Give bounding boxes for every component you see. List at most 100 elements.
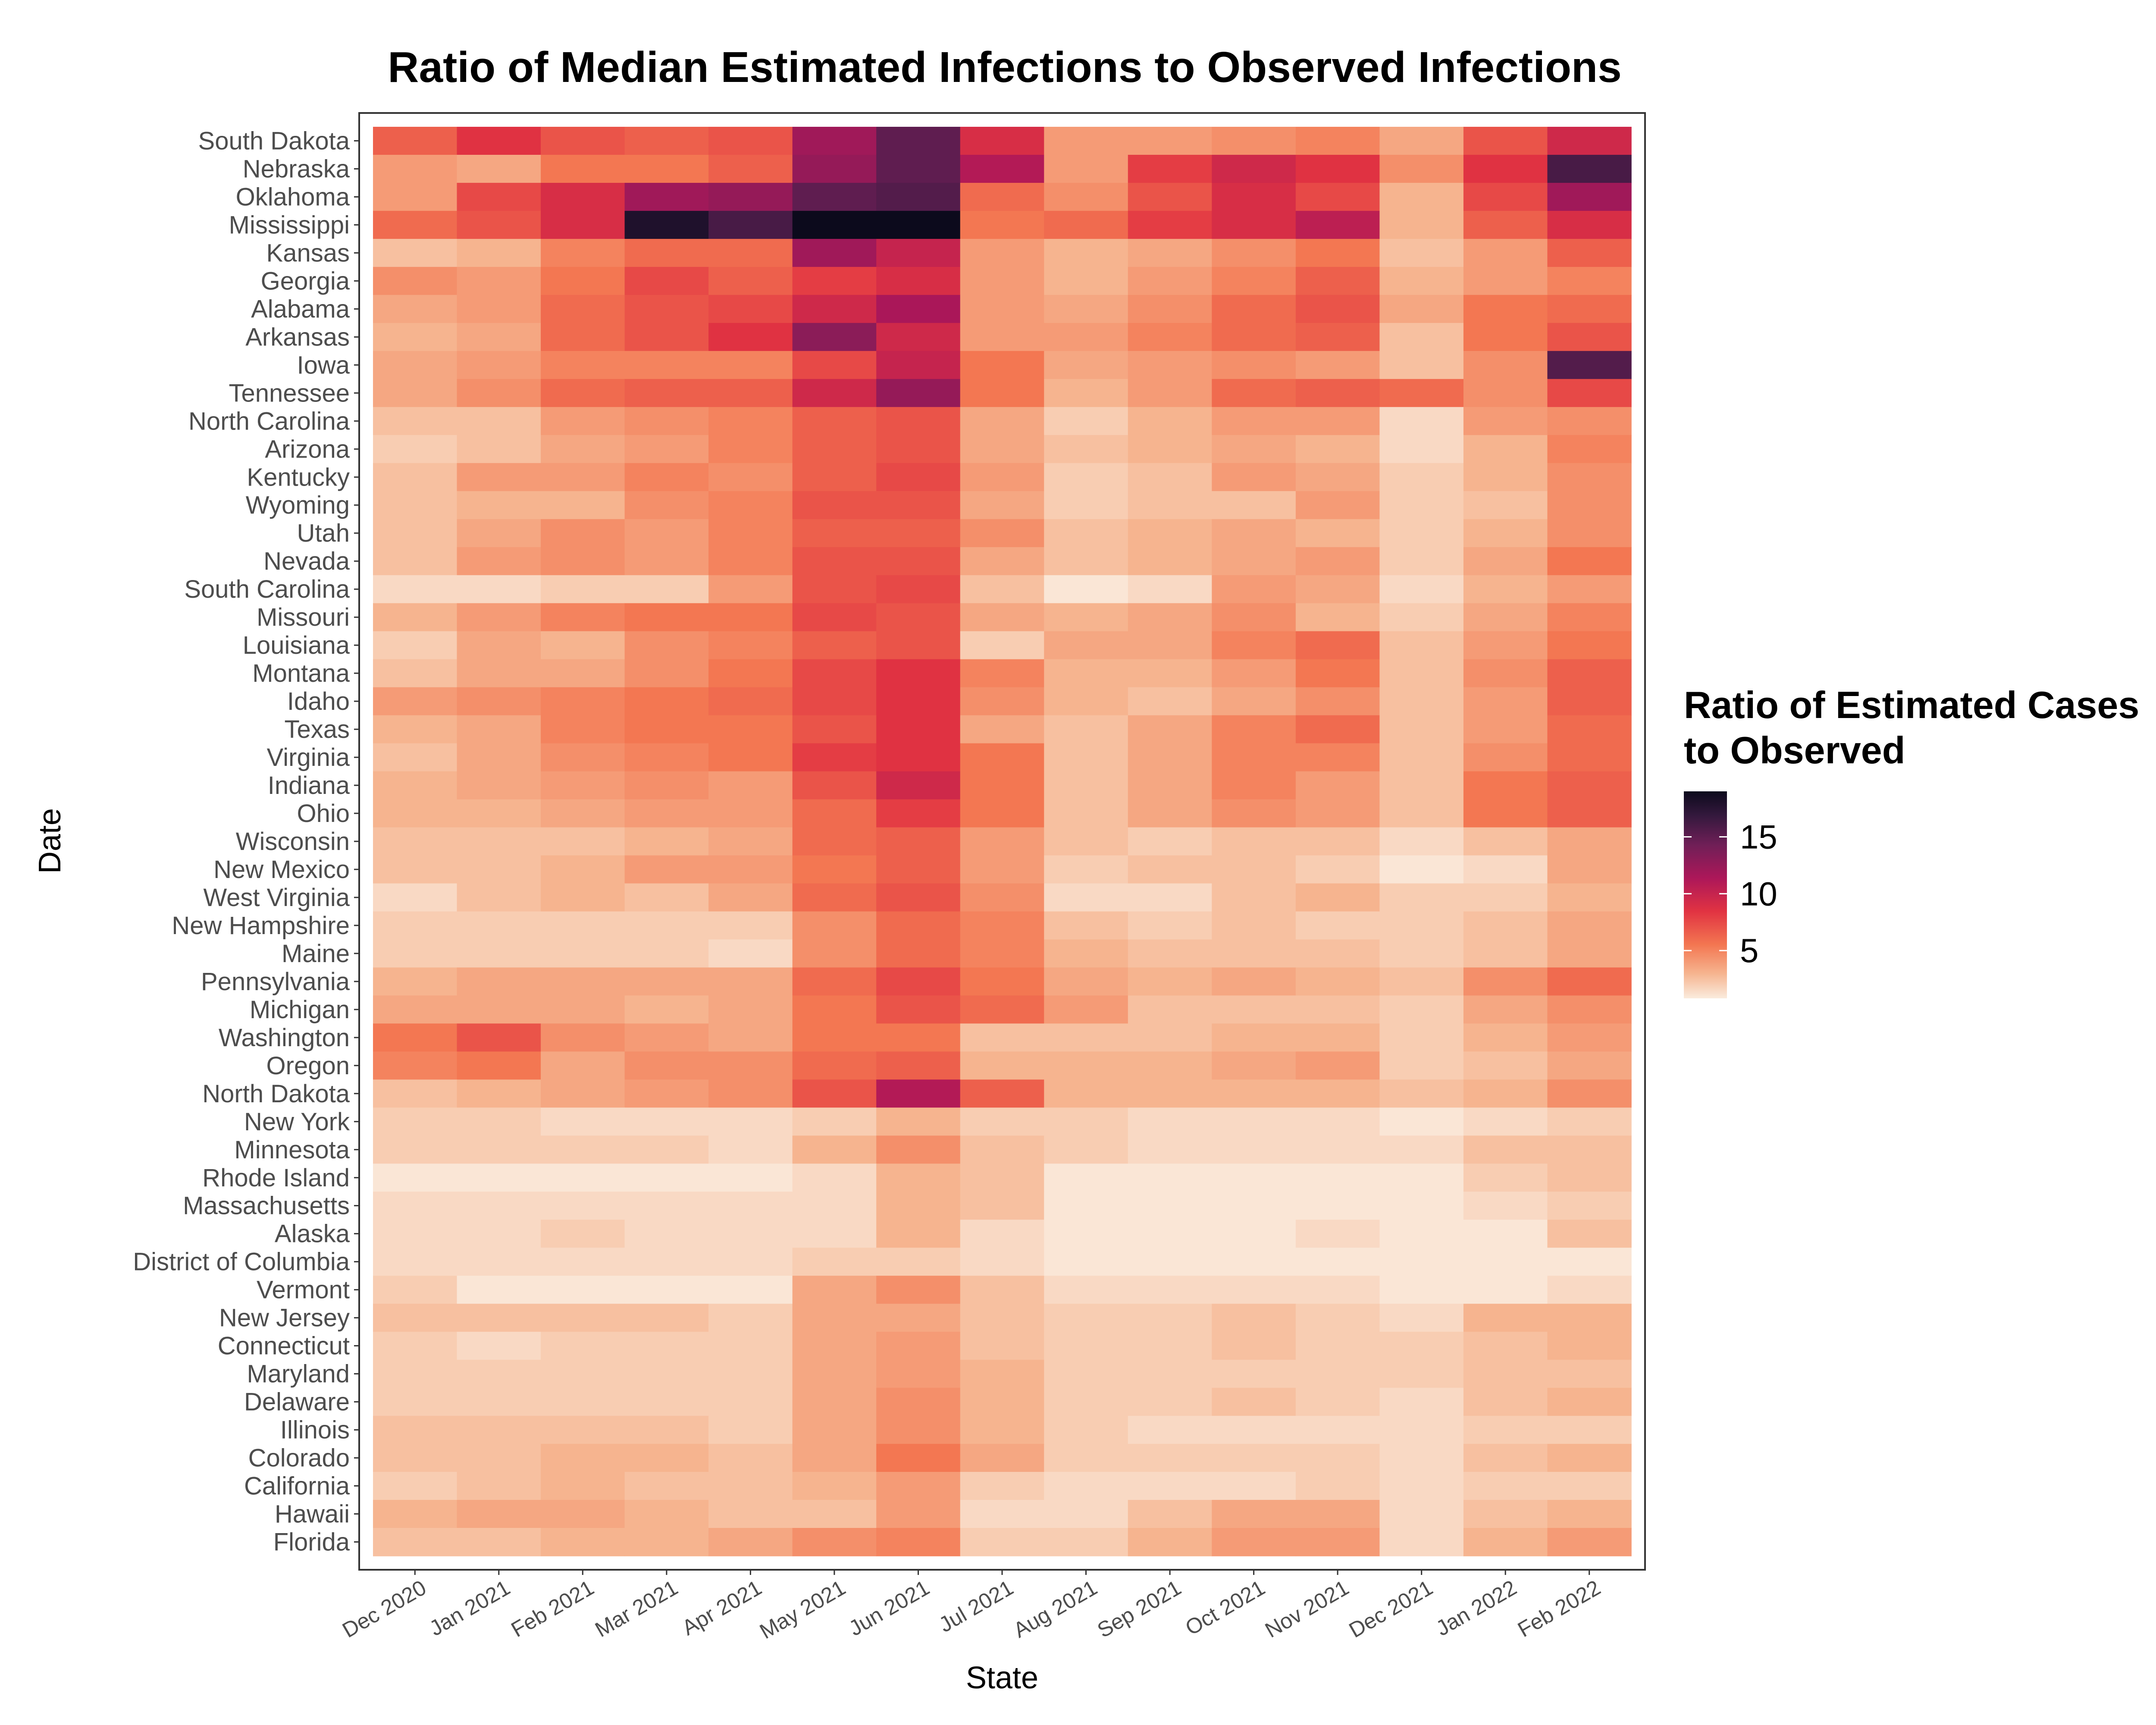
heatmap-cell xyxy=(373,771,458,800)
heatmap-cell xyxy=(1044,631,1128,660)
heatmap-cell xyxy=(1463,967,1548,996)
heatmap-cell xyxy=(541,1220,625,1248)
heatmap-cell xyxy=(624,911,709,940)
heatmap-cell xyxy=(457,995,541,1024)
heatmap-cell xyxy=(1295,743,1380,772)
heatmap-cell xyxy=(624,1220,709,1248)
heatmap-cell xyxy=(624,1079,709,1108)
y-tick-label: North Dakota xyxy=(202,1080,350,1108)
heatmap-cell xyxy=(373,1276,458,1304)
heatmap-cell xyxy=(1295,939,1380,968)
heatmap-cell xyxy=(876,1135,961,1164)
y-tick-label: South Carolina xyxy=(184,575,350,603)
heatmap-cell xyxy=(1044,351,1128,380)
heatmap-cell xyxy=(1463,1304,1548,1332)
heatmap-cell xyxy=(1463,687,1548,716)
heatmap-cell xyxy=(876,799,961,828)
heatmap-cell xyxy=(792,463,877,492)
heatmap-cell xyxy=(1295,407,1380,436)
heatmap-cell xyxy=(373,1051,458,1080)
heatmap-cell xyxy=(1128,687,1213,716)
heatmap-cell xyxy=(1379,1444,1464,1472)
y-tick-label: Ohio xyxy=(297,800,350,828)
heatmap-cell xyxy=(624,323,709,351)
heatmap-cell xyxy=(541,1388,625,1416)
heatmap-cell xyxy=(1379,351,1464,380)
heatmap-cell xyxy=(1379,547,1464,576)
heatmap-cell xyxy=(1295,1472,1380,1500)
heatmap-cell xyxy=(541,1079,625,1108)
heatmap-cell xyxy=(624,1276,709,1304)
heatmap-cell xyxy=(1379,1472,1464,1500)
heatmap-cell xyxy=(1128,939,1213,968)
heatmap-cell xyxy=(708,1220,793,1248)
heatmap-cell xyxy=(1295,603,1380,632)
heatmap-cell xyxy=(1295,995,1380,1024)
heatmap-cell xyxy=(1547,939,1632,968)
heatmap-cell xyxy=(876,435,961,464)
heatmap-cell xyxy=(1379,1416,1464,1444)
heatmap-cell xyxy=(1295,827,1380,856)
x-axis-title: State xyxy=(966,1661,1038,1695)
heatmap-cell xyxy=(1212,1360,1296,1388)
heatmap-cell xyxy=(1128,603,1213,632)
heatmap-cell xyxy=(373,1528,458,1556)
heatmap-cell xyxy=(1212,967,1296,996)
legend-title-line-2: to Observed xyxy=(1684,729,1905,772)
heatmap-cell xyxy=(1463,182,1548,211)
heatmap-cell xyxy=(1212,491,1296,520)
heatmap-cell xyxy=(1044,771,1128,800)
heatmap-cell xyxy=(708,323,793,351)
heatmap-cell xyxy=(373,435,458,464)
heatmap-cell xyxy=(1128,238,1213,267)
heatmap-cell xyxy=(708,127,793,155)
heatmap-cell xyxy=(1547,1528,1632,1556)
heatmap-cell xyxy=(373,463,458,492)
heatmap-cell xyxy=(457,1192,541,1220)
heatmap-cell xyxy=(960,631,1045,660)
heatmap-cell xyxy=(1547,1079,1632,1108)
heatmap-cell xyxy=(1212,771,1296,800)
heatmap-cell xyxy=(876,1276,961,1304)
heatmap-cell xyxy=(708,491,793,520)
y-tick-label: Alaska xyxy=(275,1220,350,1248)
heatmap-cell xyxy=(876,1304,961,1332)
heatmap-cell xyxy=(1212,182,1296,211)
heatmap-cell xyxy=(373,1135,458,1164)
heatmap-cell xyxy=(1295,435,1380,464)
heatmap-cell xyxy=(708,1444,793,1472)
y-tick-label: New Mexico xyxy=(213,856,350,884)
heatmap-cell xyxy=(960,967,1045,996)
heatmap-cell xyxy=(876,911,961,940)
x-tick-label: Aug 2021 xyxy=(1009,1575,1101,1643)
heatmap-cell xyxy=(876,323,961,351)
heatmap-cell xyxy=(792,1248,877,1276)
heatmap-cell xyxy=(1044,547,1128,576)
heatmap-cell xyxy=(876,1192,961,1220)
heatmap-cell xyxy=(1044,827,1128,856)
heatmap-cell xyxy=(373,407,458,436)
heatmap-cell xyxy=(1212,911,1296,940)
heatmap-cell xyxy=(624,855,709,884)
heatmap-cell xyxy=(624,238,709,267)
heatmap-cell xyxy=(1463,799,1548,828)
heatmap-cell xyxy=(541,1192,625,1220)
heatmap-cell xyxy=(1547,435,1632,464)
heatmap-cell xyxy=(1295,687,1380,716)
heatmap-cell xyxy=(792,267,877,295)
heatmap-cell xyxy=(624,1416,709,1444)
heatmap-cell xyxy=(876,1388,961,1416)
heatmap-cell xyxy=(1379,743,1464,772)
heatmap-cell xyxy=(624,295,709,323)
heatmap-cell xyxy=(457,1360,541,1388)
heatmap-cell xyxy=(1547,154,1632,183)
heatmap-cell xyxy=(1463,295,1548,323)
heatmap-cell xyxy=(792,210,877,239)
heatmap-cell xyxy=(792,1472,877,1500)
heatmap-cell xyxy=(1547,715,1632,744)
heatmap-cell xyxy=(457,939,541,968)
heatmap-cell xyxy=(960,687,1045,716)
heatmap-cell xyxy=(1463,771,1548,800)
heatmap-cell xyxy=(624,799,709,828)
